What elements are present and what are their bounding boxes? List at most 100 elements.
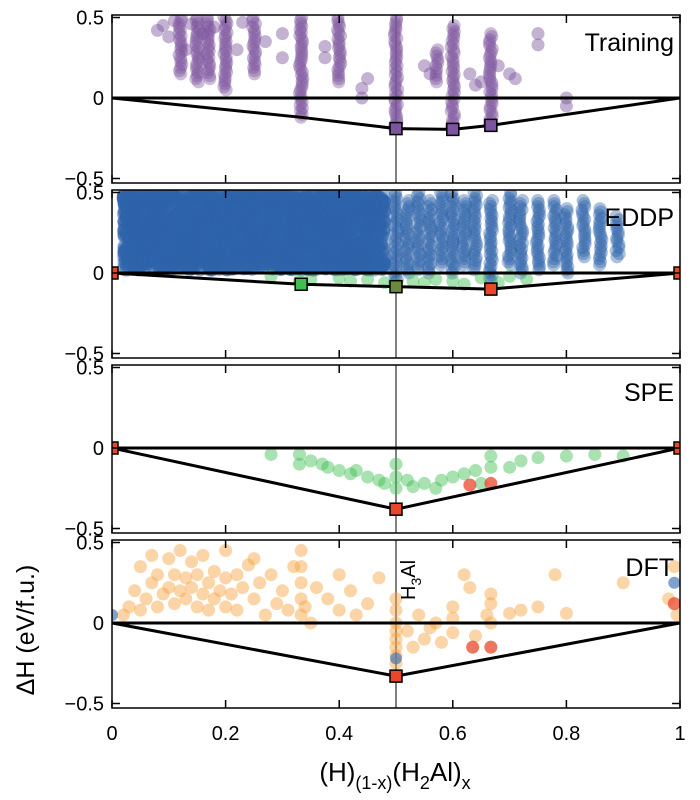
data-point <box>190 26 204 40</box>
data-point <box>218 71 232 85</box>
data-point <box>198 216 213 231</box>
data-point <box>287 232 302 247</box>
data-point <box>431 56 445 70</box>
data-point <box>365 235 380 250</box>
data-point <box>140 235 155 250</box>
data-point <box>131 196 146 211</box>
data-point <box>151 234 166 249</box>
data-point <box>241 251 256 266</box>
data-point <box>132 193 147 208</box>
data-point <box>353 245 368 260</box>
data-point <box>238 260 253 275</box>
data-point <box>361 192 376 207</box>
data-point <box>138 234 153 249</box>
data-point <box>262 241 277 256</box>
data-point <box>445 34 459 48</box>
data-point <box>445 64 459 78</box>
panel-label: Training <box>585 29 674 57</box>
data-point <box>219 229 234 244</box>
data-point <box>259 219 274 234</box>
data-point <box>206 254 221 269</box>
data-point <box>193 249 208 264</box>
data-point <box>469 629 483 643</box>
data-point <box>207 194 222 209</box>
data-point <box>323 222 338 237</box>
data-point <box>277 221 292 236</box>
data-point <box>120 190 135 203</box>
data-point <box>253 232 268 247</box>
data-point <box>189 211 204 226</box>
data-point <box>172 64 186 78</box>
data-point <box>187 231 202 246</box>
data-point <box>346 253 361 268</box>
data-point <box>231 197 246 212</box>
data-point <box>295 32 309 46</box>
data-point <box>215 223 230 238</box>
data-point <box>228 246 243 261</box>
data-point <box>138 233 153 248</box>
data-point <box>246 199 261 214</box>
data-point <box>192 205 207 220</box>
data-point <box>256 194 271 209</box>
data-point <box>259 203 274 218</box>
data-point <box>320 203 335 218</box>
data-point <box>514 454 528 468</box>
data-point <box>314 258 329 273</box>
data-point <box>273 193 288 208</box>
data-point <box>238 252 253 267</box>
data-point <box>139 200 154 215</box>
data-point <box>269 242 284 257</box>
data-point <box>248 254 263 269</box>
data-point <box>130 191 145 206</box>
data-point <box>218 74 232 88</box>
data-point <box>249 256 264 271</box>
data-point <box>127 260 142 275</box>
data-point <box>253 244 268 259</box>
data-point <box>234 222 249 237</box>
data-point <box>230 218 245 233</box>
data-point <box>148 198 163 213</box>
data-point <box>207 564 221 578</box>
data-point <box>172 222 187 237</box>
data-point <box>162 230 177 245</box>
data-point <box>226 237 241 252</box>
data-point <box>248 57 262 71</box>
data-point <box>132 206 147 221</box>
hull-marker <box>389 121 403 136</box>
data-point <box>484 449 498 463</box>
data-point <box>216 249 231 264</box>
data-point <box>177 200 192 215</box>
data-point <box>162 30 176 44</box>
data-point <box>361 211 376 226</box>
data-point <box>390 50 404 64</box>
data-point <box>271 190 286 202</box>
data-point <box>248 193 263 208</box>
data-point <box>215 214 230 229</box>
data-point <box>219 62 233 76</box>
data-point <box>431 43 445 57</box>
data-point <box>321 244 336 259</box>
data-point <box>181 198 196 213</box>
data-point <box>341 194 356 209</box>
data-point <box>434 635 448 649</box>
data-point <box>344 190 359 205</box>
data-point <box>140 256 155 271</box>
data-point <box>233 224 248 239</box>
data-point <box>228 215 243 230</box>
data-point <box>268 226 283 241</box>
data-point <box>295 101 309 115</box>
data-point <box>322 219 337 234</box>
data-point <box>230 253 245 268</box>
data-point <box>192 210 207 225</box>
data-point <box>338 235 353 250</box>
data-point <box>205 215 220 230</box>
data-point <box>273 254 288 269</box>
data-point <box>220 221 235 236</box>
data-point <box>305 197 320 212</box>
data-point <box>211 225 226 240</box>
data-point <box>376 247 391 262</box>
data-point <box>253 228 268 243</box>
data-point <box>218 77 232 91</box>
data-point <box>227 256 242 271</box>
data-point <box>191 41 205 55</box>
